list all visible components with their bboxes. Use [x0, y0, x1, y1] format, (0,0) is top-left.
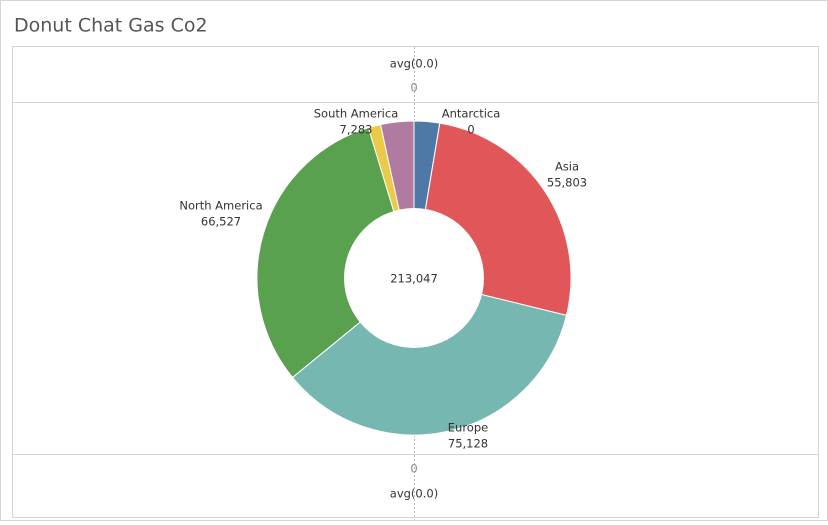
slice-label: Antarctica: [442, 107, 501, 121]
value-label: 7,283: [340, 123, 373, 137]
slice-label: Europe: [448, 421, 488, 435]
value-label: 55,803: [547, 176, 587, 190]
value-label: 75,128: [448, 437, 488, 451]
axis-title: avg(0.0): [390, 487, 438, 501]
tick-label: 0: [410, 81, 417, 95]
chart-title: Donut Chat Gas Co2: [14, 15, 208, 37]
center-label: 213,047: [390, 272, 438, 286]
slice-label: Asia: [555, 160, 579, 174]
donut-slice: [256, 127, 415, 379]
slice-label: North America: [179, 199, 262, 213]
value-label: 66,527: [201, 215, 241, 229]
donut-hole: [344, 208, 484, 348]
donut-slice: [291, 277, 568, 436]
slice-label: South America: [314, 107, 399, 121]
plot-frame: [12, 46, 819, 518]
axis-title: avg(0.0): [390, 57, 438, 71]
tick-label: 0: [410, 462, 417, 476]
value-label: 0: [467, 123, 474, 137]
